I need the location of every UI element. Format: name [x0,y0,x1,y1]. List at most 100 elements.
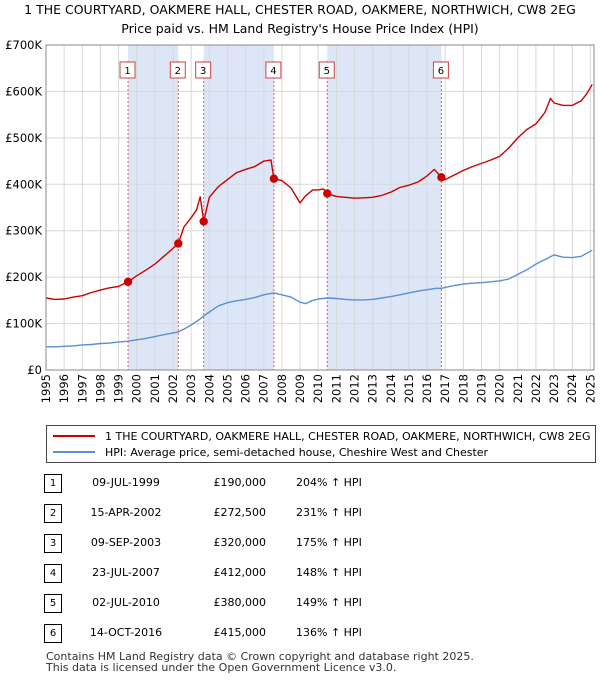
sale-hpi-change: 204% ↑ HPI [296,476,362,489]
legend-label-property: 1 THE COURTYARD, OAKMERE HALL, CHESTER R… [105,429,595,443]
sale-point [174,239,183,248]
x-tick-label: 2016 [420,374,434,403]
y-tick-label: £700K [5,38,42,52]
y-tick-label: £300K [5,224,42,238]
sale-price: £272,500 [213,506,267,519]
sale-price: £380,000 [213,596,267,609]
sale-number-box: 3 [195,61,212,79]
x-tick-label: 1997 [75,374,89,403]
legend-item-hpi: HPI: Average price, semi-detached house,… [53,444,488,460]
x-tick-label: 2021 [511,374,525,403]
sale-number-label: 3 [200,66,206,77]
sale-number-frame [318,61,335,79]
x-tick-label: 2010 [311,374,325,403]
sale-point [269,174,279,183]
legend-swatch-blue [53,451,95,453]
x-tick-label: 2020 [493,374,507,403]
sale-number-label: 1 [124,66,130,77]
x-tick-label: 1998 [93,374,107,403]
legend-swatch-red [53,435,95,437]
y-tick-label: £100K [5,317,42,331]
x-tick-label: 2015 [402,374,416,403]
x-tick-label: 2024 [565,374,579,403]
x-tick-label: 2012 [347,374,361,403]
sale-number-label: 4 [270,66,276,77]
sale-number-badge: 3 [44,534,62,553]
sale-date: 14-OCT-2016 [89,626,163,639]
shaded-period [128,45,179,370]
x-tick-label: 1995 [39,374,53,403]
x-tick-label: 2004 [202,374,216,403]
sale-point [437,173,446,182]
x-tick-label: 2008 [275,374,289,403]
sale-number-frame [195,61,212,79]
sale-number-frame [432,61,449,79]
shaded-period [327,45,442,370]
sale-hpi-change: 148% ↑ HPI [296,566,362,579]
sale-date: 02-JUL-2010 [92,596,160,609]
x-tick-label: 2011 [329,374,343,403]
sale-number-box: 1 [119,61,136,79]
sale-number-badge: 6 [44,624,62,643]
chart-title: 1 THE COURTYARD, OAKMERE HALL, CHESTER R… [24,2,576,17]
series-line-hpi [46,249,593,348]
x-tick-label: 1996 [57,374,71,403]
x-tick-label: 2022 [529,374,543,403]
table-row: 3 09-SEP-2003 £320,000 175% ↑ HPI [0,534,600,554]
sale-number-box: 2 [169,61,186,79]
sale-number-badge: 2 [44,504,62,523]
sale-price: £190,000 [213,476,267,489]
y-tick-label: £600K [5,84,42,98]
x-tick-label: 2003 [184,374,198,403]
x-tick-label: 1999 [112,374,126,403]
price-chart: 1 2 3 4 5 6 £0 £100K £200K £300K £400K £500K £600K £7… [5,38,597,403]
x-tick-label: 2023 [547,374,561,403]
y-tick-label: £400K [5,177,42,191]
sale-price: £412,000 [213,566,267,579]
sale-number-badge: 5 [44,594,62,613]
sale-point [323,189,332,198]
chart-subtitle: Price paid vs. HM Land Registry's House … [121,21,479,36]
sale-number-badge: 1 [44,474,62,493]
sale-date: 09-SEP-2003 [90,536,162,549]
sale-number-box: 4 [265,61,282,79]
x-tick-label: 2019 [474,374,488,403]
sale-point [199,217,208,226]
x-tick-label: 2007 [257,374,271,403]
legend: 1 THE COURTYARD, OAKMERE HALL, CHESTER R… [46,425,596,463]
table-row: 1 09-JUL-1999 £190,000 204% ↑ HPI [0,474,600,494]
x-tick-label: 2005 [220,374,234,403]
sale-number-label: 6 [438,66,444,77]
sale-number-box: 5 [318,61,335,79]
sale-number-frame [169,61,186,79]
sale-point [123,277,133,286]
sale-number-label: 5 [324,66,330,77]
x-tick-label: 2006 [239,374,253,403]
sale-price: £320,000 [213,536,267,549]
x-tick-label: 2001 [148,374,162,403]
x-tick-label: 2000 [130,374,144,403]
sale-number-label: 2 [175,66,181,77]
sale-number-badge: 4 [44,564,62,583]
sale-hpi-change: 231% ↑ HPI [296,506,362,519]
footer: Contains HM Land Registry data © Crown c… [46,651,474,673]
table-row: 2 15-APR-2002 £272,500 231% ↑ HPI [0,504,600,524]
sale-number-frame [265,61,282,79]
x-tick-label: 2013 [366,374,380,403]
y-tick-label: £200K [5,270,42,284]
shaded-period [203,45,274,370]
table-row: 6 14-OCT-2016 £415,000 136% ↑ HPI [0,624,600,644]
x-tick-label: 2014 [384,374,398,403]
legend-item-property: 1 THE COURTYARD, OAKMERE HALL, CHESTER R… [53,428,595,444]
footer-licence: This data is licensed under the Open Gov… [46,661,397,674]
series-line-property [45,84,593,301]
x-tick-label: 2009 [293,374,307,403]
sale-date: 15-APR-2002 [90,506,162,519]
sale-date: 23-JUL-2007 [92,566,160,579]
y-tick-label: £0 [27,363,42,377]
table-row: 4 23-JUL-2007 £412,000 148% ↑ HPI [0,564,600,584]
sale-number-frame [119,61,136,79]
x-tick-label: 2018 [456,374,470,403]
x-tick-label: 2002 [166,374,180,403]
sale-hpi-change: 136% ↑ HPI [296,626,362,639]
